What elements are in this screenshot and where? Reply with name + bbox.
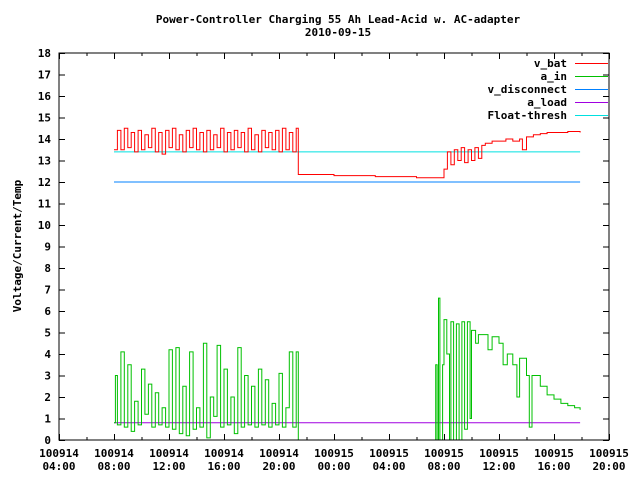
y-tick-label: 13: [38, 155, 51, 168]
x-tick-label-date: 100914: [94, 447, 134, 460]
y-tick-label: 12: [38, 176, 51, 189]
x-tick-label-time: 00:00: [317, 460, 350, 473]
y-tick-label: 8: [44, 262, 51, 275]
y-tick-label: 1: [44, 413, 51, 426]
x-tick-label-time: 08:00: [427, 460, 460, 473]
x-tick-label-time: 20:00: [592, 460, 625, 473]
y-tick-label: 10: [38, 219, 51, 232]
x-tick-label-date: 100914: [259, 447, 299, 460]
y-tick-label: 11: [38, 198, 52, 211]
y-tick-label: 18: [38, 47, 51, 60]
y-tick-label: 16: [38, 90, 52, 103]
x-tick-label-time: 04:00: [42, 460, 75, 473]
x-tick-label-date: 100915: [479, 447, 519, 460]
x-tick-label-time: 20:00: [262, 460, 295, 473]
y-tick-label: 5: [44, 327, 51, 340]
chart-title: Power-Controller Charging 55 Ah Lead-Aci…: [156, 13, 521, 26]
y-tick-label: 9: [44, 241, 51, 254]
y-tick-label: 7: [44, 284, 51, 297]
x-tick-label-date: 100915: [534, 447, 574, 460]
x-tick-label-time: 12:00: [482, 460, 515, 473]
x-tick-label-date: 100914: [204, 447, 244, 460]
legend-label: v_bat: [534, 57, 567, 70]
y-axis-label: Voltage/Current/Temp: [11, 179, 24, 312]
x-tick-label-date: 100915: [369, 447, 409, 460]
legend-label: Float-thresh: [488, 109, 567, 122]
y-tick-label: 15: [38, 112, 51, 125]
x-tick-label-time: 16:00: [537, 460, 570, 473]
series-v-bat: [114, 127, 581, 179]
y-tick-label: 2: [44, 391, 51, 404]
x-tick-label-time: 08:00: [97, 460, 130, 473]
chart-subtitle: 2010-09-15: [305, 26, 371, 39]
x-tick-label-date: 100915: [424, 447, 464, 460]
y-tick-label: 0: [44, 434, 51, 447]
x-tick-label-date: 100915: [314, 447, 354, 460]
x-tick-label-time: 16:00: [207, 460, 240, 473]
x-tick-label-time: 04:00: [372, 460, 405, 473]
series-a-in: [114, 297, 581, 441]
plot-border: [58, 52, 610, 441]
x-tick-label-time: 12:00: [152, 460, 185, 473]
y-tick-label: 4: [44, 348, 51, 361]
x-tick-label-date: 100914: [149, 447, 189, 460]
y-tick-label: 17: [38, 69, 51, 82]
legend-label: a_in: [541, 70, 568, 83]
legend-label: a_load: [527, 96, 567, 109]
x-tick-label-date: 100915: [589, 447, 629, 460]
legend-label: v_disconnect: [488, 83, 567, 96]
x-tick-label-date: 100914: [39, 447, 79, 460]
y-tick-label: 3: [44, 370, 51, 383]
y-tick-label: 6: [44, 305, 51, 318]
y-tick-label: 14: [38, 133, 52, 146]
